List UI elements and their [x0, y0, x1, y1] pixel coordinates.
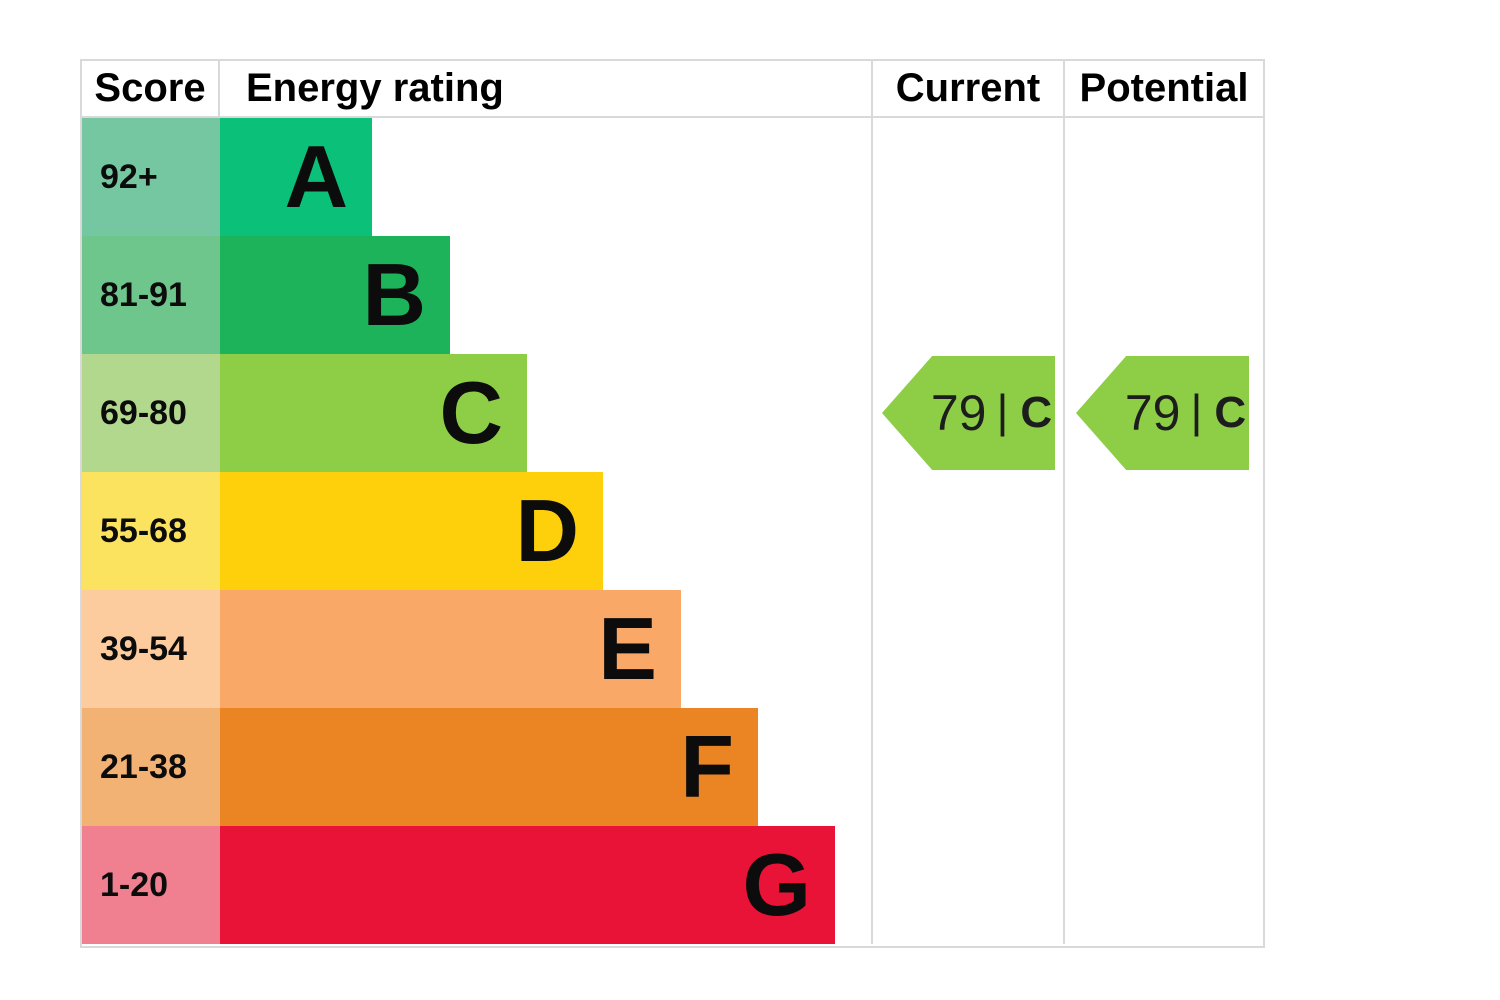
band-row-d: D [220, 472, 871, 590]
column-header-score: Score [82, 61, 220, 116]
epc-table: Score Energy rating Current Potential 92… [80, 59, 1265, 948]
current-score-value: 79 [930, 385, 987, 441]
score-range-a: 92+ [82, 118, 220, 236]
table-header-row: Score Energy rating Current Potential [82, 61, 1263, 118]
score-range-f: 21-38 [82, 708, 220, 826]
current-column: 79 | C [871, 118, 1063, 944]
current-band-letter: C [1020, 388, 1053, 437]
current-rating-label: 79 | C [931, 384, 1052, 442]
band-letter-g: G [742, 835, 811, 934]
potential-column: 79 | C [1063, 118, 1263, 944]
band-letter-f: F [680, 717, 734, 816]
band-row-c: C [220, 354, 871, 472]
potential-separator: | [1190, 385, 1203, 437]
band-letter-a: A [284, 127, 348, 226]
rating-bar-c: C [220, 354, 527, 472]
rating-bar-g: G [220, 826, 835, 944]
band-row-b: B [220, 236, 871, 354]
band-row-f: F [220, 708, 871, 826]
rating-bar-e: E [220, 590, 681, 708]
score-range-e: 39-54 [82, 590, 220, 708]
rating-bar-d: D [220, 472, 603, 590]
band-letter-e: E [598, 599, 657, 698]
band-row-a: A [220, 118, 871, 236]
score-column: 92+ 81-91 69-80 55-68 39-54 21-38 1-20 [82, 118, 220, 944]
column-header-current: Current [871, 61, 1063, 116]
band-letter-d: D [515, 481, 579, 580]
band-letter-b: B [362, 245, 426, 344]
band-row-g: G [220, 826, 871, 944]
potential-rating-label: 79 | C [1125, 384, 1246, 442]
potential-rating-arrow: 79 | C [1076, 356, 1249, 470]
score-range-c: 69-80 [82, 354, 220, 472]
current-separator: | [996, 385, 1009, 437]
column-header-potential: Potential [1063, 61, 1263, 116]
score-range-g: 1-20 [82, 826, 220, 944]
score-range-b: 81-91 [82, 236, 220, 354]
band-row-e: E [220, 590, 871, 708]
rating-bar-b: B [220, 236, 450, 354]
score-range-d: 55-68 [82, 472, 220, 590]
potential-band-letter: C [1214, 388, 1247, 437]
column-header-energy-rating: Energy rating [246, 66, 504, 110]
potential-score-value: 79 [1124, 385, 1181, 441]
current-rating-arrow: 79 | C [882, 356, 1055, 470]
rating-bar-a: A [220, 118, 372, 236]
band-letter-c: C [439, 363, 503, 462]
rating-bar-f: F [220, 708, 758, 826]
